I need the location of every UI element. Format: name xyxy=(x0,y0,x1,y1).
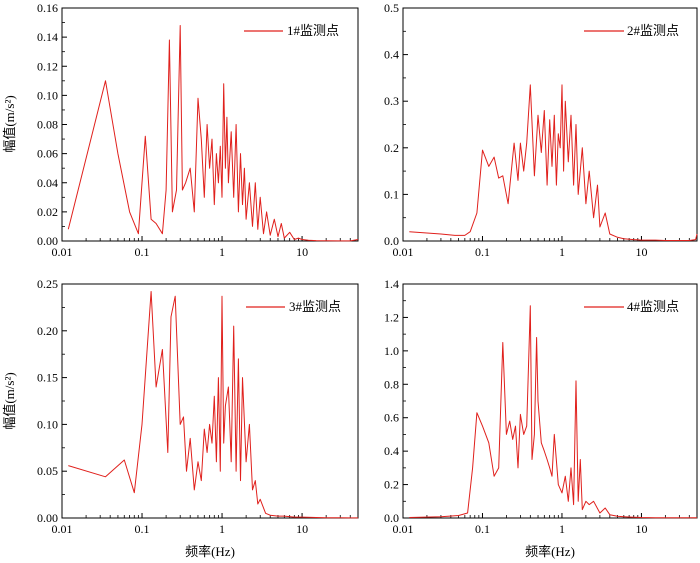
chart-panel-1: 0.01 0.1 1 10 0.00 0.02 0.04 0.06 0.08 0.10 0.12 0.… xyxy=(37,1,359,259)
y-tick-label: 0.06 xyxy=(37,147,58,161)
series-line xyxy=(67,25,359,242)
y-tick-label: 0.0 xyxy=(384,511,399,525)
y-tick-label: 0.2 xyxy=(384,141,399,155)
legend: 4#监测点 xyxy=(584,299,679,314)
y-tick-label: 0.3 xyxy=(384,94,399,108)
x-tick-label: 10 xyxy=(635,245,647,259)
x-tick-label: 10 xyxy=(635,522,647,536)
series-line xyxy=(409,305,697,519)
legend: 2#监测点 xyxy=(584,23,679,38)
y-tick-label: 1.2 xyxy=(384,310,399,324)
y-tick-label: 0.1 xyxy=(384,187,399,201)
y-tick-label: 0.25 xyxy=(37,277,58,291)
x-tick-label: 0.1 xyxy=(135,522,150,536)
y-tick-label: 0.10 xyxy=(37,88,58,102)
chart-panel-4: 0.01 0.1 1 10 0.0 0.2 0.4 0.6 0.8 1.0 1.2 1.4 4#监测点 xyxy=(384,277,698,536)
plot-frame xyxy=(402,283,698,519)
series-line xyxy=(68,291,358,519)
x-tick-label: 1 xyxy=(219,522,225,536)
x-tick-label: 0.1 xyxy=(475,245,490,259)
x-tick-label: 0.01 xyxy=(52,245,73,259)
chart-panel-2: 0.01 0.1 1 10 0.0 0.1 0.2 0.3 0.4 0.5 2#监测点 xyxy=(384,1,698,259)
y-tick-label: 0.14 xyxy=(37,30,58,44)
chart-marks: 0.01 0.1 1 10 0.00 0.05 0.10 0.15 0.20 0.25 xyxy=(37,277,358,536)
y-tick-label: 0.10 xyxy=(37,417,58,431)
x-axis-title-right: 频率(Hz) xyxy=(525,544,575,559)
x-tick-label: 0.1 xyxy=(475,522,490,536)
y-axis-title-bottom: 幅值(m/s²) xyxy=(2,372,17,429)
y-tick-label: 0.4 xyxy=(384,48,399,62)
x-tick-label: 0.01 xyxy=(393,245,414,259)
x-tick-label: 0.1 xyxy=(135,245,150,259)
y-tick-label: 0.5 xyxy=(384,1,399,15)
legend-label: 2#监测点 xyxy=(627,23,679,38)
y-tick-label: 0.16 xyxy=(37,1,58,15)
chart-marks: 0.01 0.1 1 10 0.0 0.1 0.2 0.3 0.4 0.5 xyxy=(384,1,698,259)
chart-panel-3: 0.01 0.1 1 10 0.00 0.05 0.10 0.15 0.20 0.25 3#监测点 xyxy=(37,277,359,536)
y-tick-label: 0.0 xyxy=(384,234,399,248)
y-tick-label: 0.04 xyxy=(37,176,58,190)
x-tick-label: 1 xyxy=(219,245,225,259)
chart-marks: 0.01 0.1 1 10 0.0 0.2 0.4 0.6 0.8 1.0 1.2 1.4 xyxy=(384,277,697,536)
y-tick-label: 0.8 xyxy=(384,377,399,391)
y-tick-label: 0.6 xyxy=(384,411,399,425)
chart-marks: 0.01 0.1 1 10 0.00 0.02 0.04 0.06 0.08 0.10 0.12 0.… xyxy=(37,1,359,259)
series-line xyxy=(409,84,698,241)
plot-frame xyxy=(61,283,359,519)
x-tick-label: 1 xyxy=(559,245,565,259)
legend: 3#监测点 xyxy=(246,299,341,314)
legend-label: 1#监测点 xyxy=(287,23,339,38)
plot-frame xyxy=(61,7,359,242)
x-tick-label: 0.01 xyxy=(52,522,73,536)
x-tick-label: 1 xyxy=(559,522,565,536)
y-tick-label: 0.02 xyxy=(37,205,58,219)
legend-label: 3#监测点 xyxy=(289,299,341,314)
y-tick-label: 0.2 xyxy=(384,478,399,492)
x-axis-title-left: 频率(Hz) xyxy=(185,544,235,559)
legend-label: 4#监测点 xyxy=(627,299,679,314)
y-tick-label: 1.4 xyxy=(384,277,399,291)
x-tick-label: 10 xyxy=(296,522,308,536)
x-tick-label: 0.01 xyxy=(393,522,414,536)
x-tick-label: 10 xyxy=(296,245,308,259)
y-tick-label: 1.0 xyxy=(384,344,399,358)
y-axis-title-top: 幅值(m/s²) xyxy=(2,95,17,152)
y-tick-label: 0.08 xyxy=(37,118,58,132)
legend: 1#监测点 xyxy=(244,23,339,38)
y-tick-label: 0.00 xyxy=(37,234,58,248)
y-tick-label: 0.05 xyxy=(37,464,58,478)
y-tick-label: 0.12 xyxy=(37,59,58,73)
y-tick-label: 0.20 xyxy=(37,324,58,338)
y-tick-label: 0.4 xyxy=(384,444,399,458)
y-tick-label: 0.15 xyxy=(37,371,58,385)
y-tick-label: 0.00 xyxy=(37,511,58,525)
